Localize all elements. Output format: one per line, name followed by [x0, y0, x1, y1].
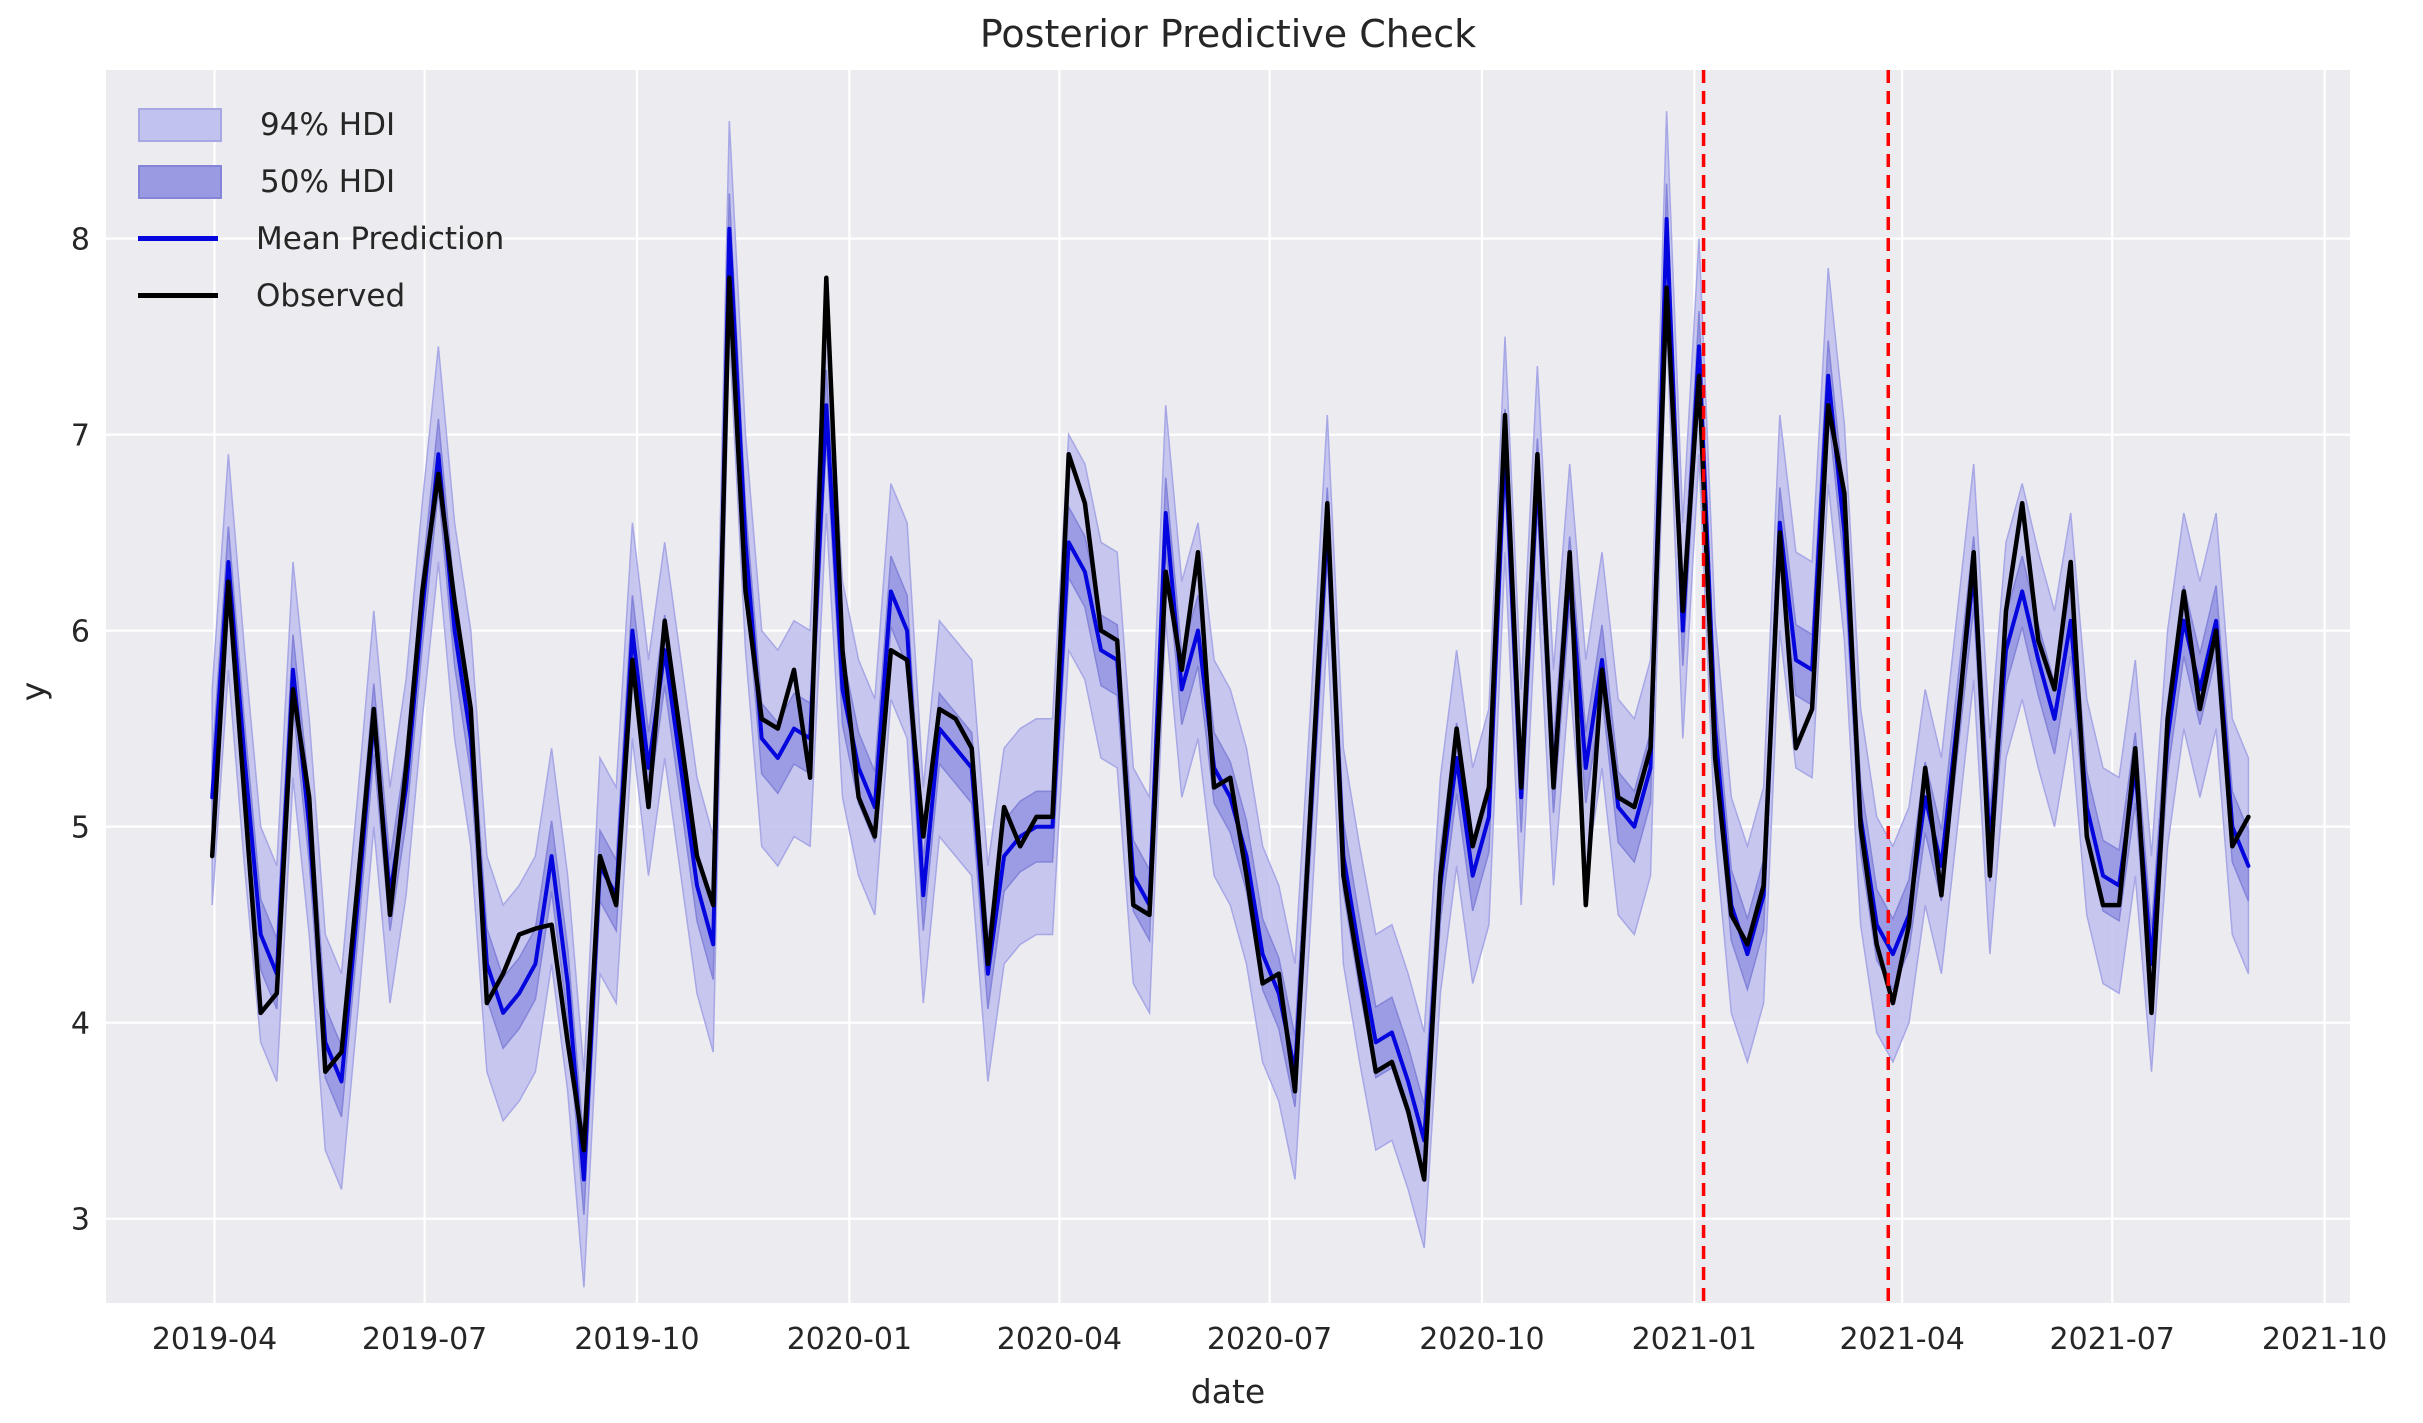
- mean-line-swatch-icon: [138, 236, 218, 241]
- legend-label-94-hdi: 94% HDI: [260, 106, 396, 143]
- legend-label-50-hdi: 50% HDI: [260, 163, 396, 200]
- x-tick-label-7: 2021-01: [1632, 1322, 1757, 1357]
- y-tick-label-5: 8: [71, 223, 90, 258]
- x-tick-label-6: 2020-10: [1419, 1322, 1544, 1357]
- x-tick-label-4: 2020-04: [997, 1322, 1122, 1357]
- y-tick-label-2: 5: [71, 811, 90, 846]
- x-tick-label-10: 2021-10: [2262, 1322, 2387, 1357]
- y-tick-label-1: 4: [71, 1007, 90, 1042]
- x-tick-label-2: 2019-10: [574, 1322, 699, 1357]
- hdi94-swatch-icon: [138, 107, 222, 142]
- legend-label-mean-prediction: Mean Prediction: [256, 220, 505, 257]
- observed-line: [209, 275, 2251, 1182]
- y-tick-label-3: 6: [71, 615, 90, 650]
- legend-label-observed: Observed: [256, 277, 406, 314]
- legend-item-94-hdi: 94% HDI: [138, 96, 504, 153]
- x-tick-label-9: 2021-07: [2050, 1322, 2175, 1357]
- hdi50-swatch-icon: [138, 164, 222, 199]
- x-tick-label-0: 2019-04: [152, 1322, 277, 1357]
- x-tick-label-3: 2020-01: [787, 1322, 912, 1357]
- y-axis-label: y: [13, 681, 53, 702]
- x-tick-label-8: 2021-04: [1839, 1322, 1964, 1357]
- y-tick-label-4: 7: [71, 419, 90, 454]
- x-tick-label-1: 2019-07: [362, 1322, 487, 1357]
- x-axis-label: date: [1190, 1372, 1266, 1411]
- legend: 94% HDI 50% HDI Mean Prediction Observed: [138, 96, 504, 324]
- legend-item-observed: Observed: [138, 267, 504, 324]
- plot-title: Posterior Predictive Check: [979, 12, 1477, 56]
- x-tick-label-5: 2020-07: [1207, 1322, 1332, 1357]
- hdi94-band: [211, 111, 2250, 1288]
- y-tick-label-0: 3: [71, 1203, 90, 1238]
- legend-item-50-hdi: 50% HDI: [138, 153, 504, 210]
- observed-line-swatch-icon: [138, 293, 218, 298]
- legend-item-mean-prediction: Mean Prediction: [138, 210, 504, 267]
